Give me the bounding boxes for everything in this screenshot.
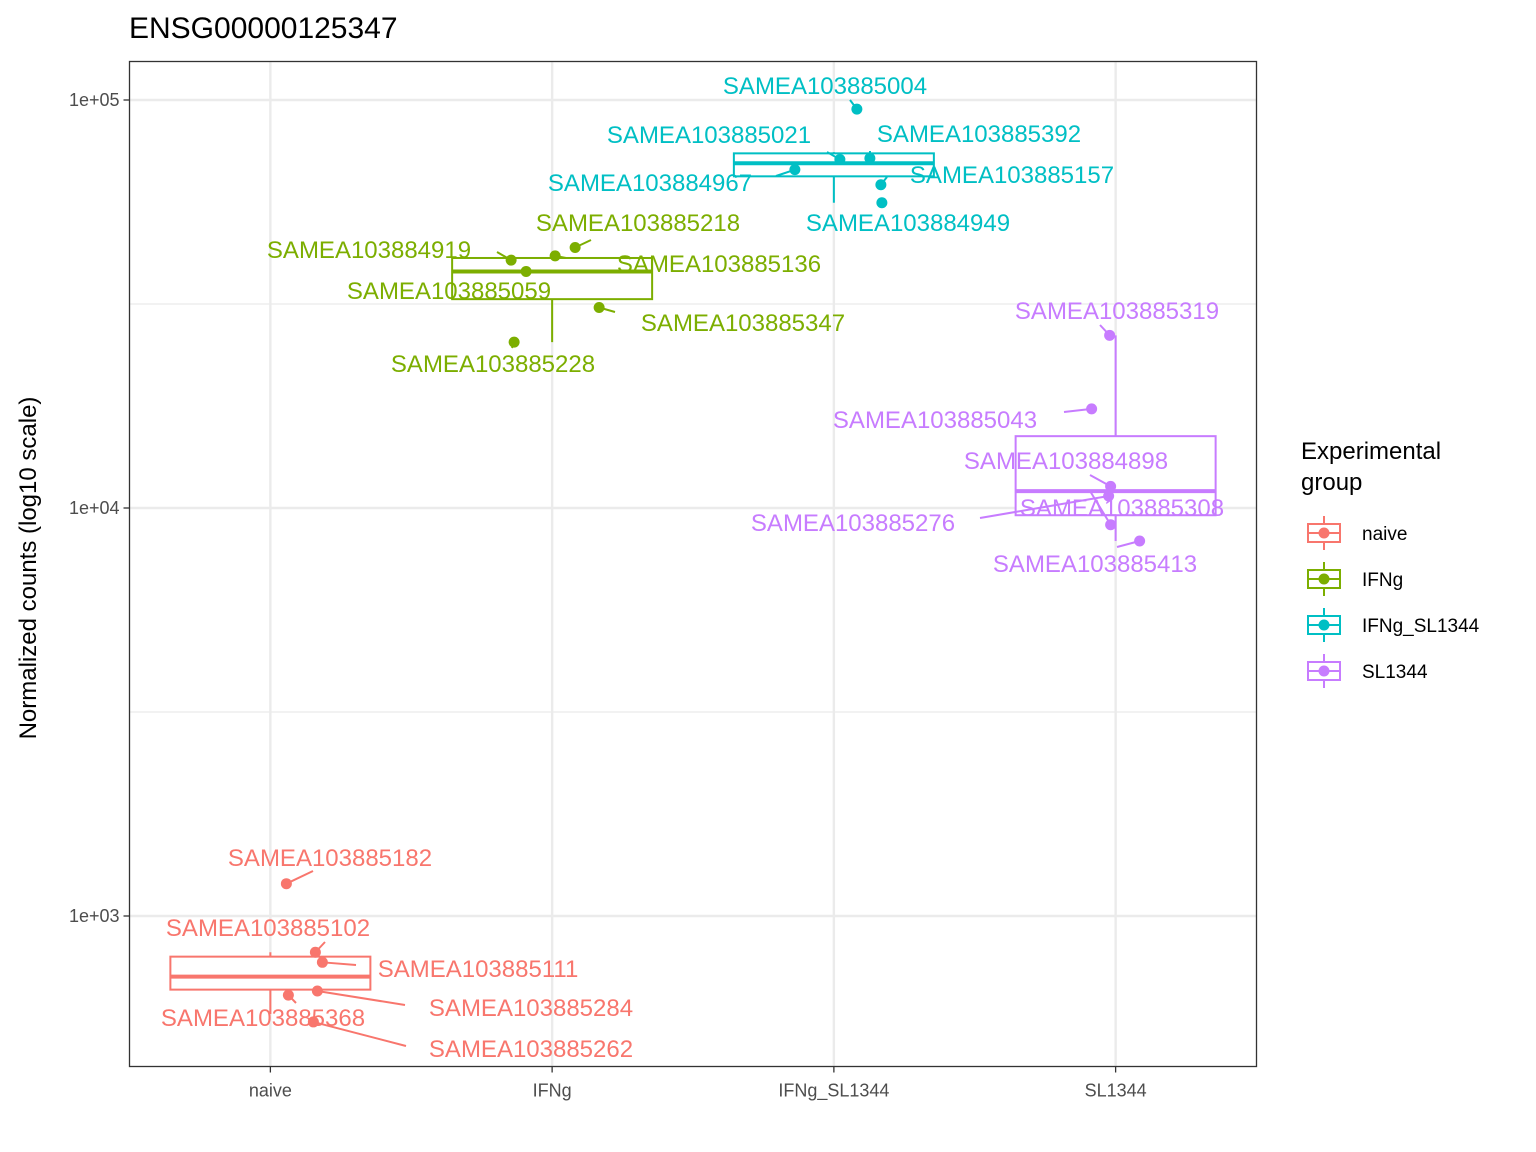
data-points [280, 103, 1146, 1028]
panel-border [128, 60, 1258, 1068]
x-tick-label-IFNg_SL1344: IFNg_SL1344 [778, 1081, 889, 1102]
legend-item-naive: naive [1307, 516, 1407, 550]
point-label-SAMEA103885284: SAMEA103885284 [429, 995, 633, 1022]
box-rect-IFNg [451, 256, 654, 301]
point-label-SAMEA103885043: SAMEA103885043 [833, 407, 1037, 434]
data-point-SAMEA103884967 [789, 164, 801, 176]
x-tick-label-IFNg: IFNg [533, 1081, 572, 1101]
data-point-SAMEA103885136 [549, 250, 561, 262]
legend-key-point-SL1344 [1318, 665, 1330, 677]
legend-items: naive IFNg IFNg_SL1344 SL1344 [1307, 516, 1480, 688]
legend-key-point-naive [1318, 527, 1330, 539]
point-label-SAMEA103885262: SAMEA103885262 [429, 1036, 633, 1063]
leader-line-SAMEA103885284 [317, 989, 406, 1006]
point-label-SAMEA103885111: SAMEA103885111 [378, 956, 579, 983]
point-label-SAMEA103885368: SAMEA103885368 [161, 1005, 365, 1032]
point-label-SAMEA103885276: SAMEA103885276 [751, 510, 955, 537]
point-label-SAMEA103885319: SAMEA103885319 [1015, 298, 1219, 325]
point-label-SAMEA103885059: SAMEA103885059 [347, 278, 551, 305]
x-tick-label-SL1344: SL1344 [1085, 1081, 1147, 1101]
legend-key-point-IFNg_SL1344 [1318, 619, 1330, 631]
data-point-SAMEA103885276 [1103, 490, 1115, 502]
legend-item-IFNg_SL1344: IFNg_SL1344 [1307, 608, 1480, 642]
point-label-SAMEA103885218: SAMEA103885218 [536, 210, 740, 237]
box-IFNg [451, 255, 654, 343]
legend-label-IFNg: IFNg [1362, 570, 1403, 591]
data-point-SAMEA103885347 [593, 302, 605, 314]
point-label-SAMEA103884949: SAMEA103884949 [806, 210, 1010, 237]
y-tick-label-2: 1e+05 [69, 90, 120, 110]
box-naive [169, 952, 372, 1015]
legend-item-IFNg: IFNg [1307, 562, 1403, 596]
point-label-SAMEA103885136: SAMEA103885136 [617, 251, 821, 278]
y-tick-label-1: 1e+04 [69, 498, 120, 518]
boxplots [169, 152, 1217, 1015]
point-label-SAMEA103885392: SAMEA103885392 [877, 121, 1081, 148]
point-labels: SAMEA103885182 SAMEA103885102 SAMEA1038851… [161, 73, 1224, 1063]
point-label-SAMEA103885413: SAMEA103885413 [993, 551, 1197, 578]
legend-item-SL1344: SL1344 [1307, 654, 1428, 688]
legend: Experimental group naive IFNg IFNg_SL1344 S… [1301, 438, 1480, 688]
legend-label-naive: naive [1362, 524, 1407, 545]
axes: 1e+03 1e+04 1e+05 naive IFNg IFNg_SL1344 SL134… [69, 90, 1147, 1102]
data-point-SAMEA103885059 [520, 265, 532, 277]
box-rect-SL1344 [1014, 435, 1217, 517]
legend-label-IFNg_SL1344: IFNg_SL1344 [1362, 616, 1480, 637]
y-axis-label: Normalized counts (log10 scale) [15, 397, 42, 740]
point-label-SAMEA103885308: SAMEA103885308 [1020, 495, 1224, 522]
point-label-SAMEA103885021: SAMEA103885021 [607, 122, 811, 149]
data-point-SAMEA103885284 [311, 985, 323, 997]
leader-line-SAMEA103885276 [979, 495, 1109, 519]
data-point-SAMEA103885413 [1134, 535, 1146, 547]
data-point-SAMEA103885004 [851, 103, 863, 115]
point-label-SAMEA103884967: SAMEA103884967 [548, 170, 752, 197]
point-label-SAMEA103885347: SAMEA103885347 [641, 310, 845, 337]
data-point-SAMEA103884949 [876, 197, 888, 209]
data-point-SAMEA103884919 [505, 254, 517, 266]
data-point-SAMEA103885182 [280, 878, 292, 890]
box-rect-naive [169, 955, 372, 991]
data-point-SAMEA103885392 [864, 152, 876, 164]
point-label-SAMEA103884898: SAMEA103884898 [964, 448, 1168, 475]
x-tick-label-naive: naive [249, 1081, 292, 1101]
data-point-SAMEA103885308 [1105, 519, 1117, 531]
legend-key-point-IFNg [1318, 573, 1330, 585]
point-label-SAMEA103885157: SAMEA103885157 [910, 162, 1114, 189]
data-point-SAMEA103885157 [875, 179, 887, 191]
leader-line-SAMEA103885308 [1089, 490, 1112, 526]
point-label-SAMEA103885004: SAMEA103885004 [723, 73, 927, 100]
data-point-SAMEA103884898 [1105, 480, 1117, 492]
legend-label-SL1344: SL1344 [1362, 662, 1428, 683]
data-point-SAMEA103885319 [1104, 329, 1116, 341]
data-point-SAMEA103885262 [307, 1016, 319, 1028]
data-point-SAMEA103885228 [508, 336, 520, 348]
box-SL1344 [1014, 335, 1217, 542]
data-point-SAMEA103885111 [316, 956, 328, 968]
point-label-SAMEA103885228: SAMEA103885228 [391, 351, 595, 378]
data-point-SAMEA103885368 [282, 989, 294, 1001]
leader-line-SAMEA103885262 [313, 1020, 407, 1047]
point-label-SAMEA103884919: SAMEA103884919 [267, 237, 471, 264]
data-point-SAMEA103885218 [569, 241, 581, 253]
grid-lines [129, 61, 1257, 1067]
legend-title-line-2: group [1301, 469, 1362, 496]
data-point-SAMEA103885043 [1086, 403, 1098, 415]
point-label-SAMEA103885102: SAMEA103885102 [166, 915, 370, 942]
data-point-SAMEA103885102 [309, 946, 321, 958]
chart-title: ENSG00000125347 [129, 12, 398, 45]
box-IFNg_SL1344 [732, 152, 935, 203]
leader-line-SAMEA103885111 [322, 961, 357, 966]
point-label-SAMEA103885182: SAMEA103885182 [228, 845, 432, 872]
data-point-SAMEA103885021 [834, 153, 846, 165]
legend-title-line-1: Experimental [1301, 438, 1441, 465]
y-tick-label-0: 1e+03 [69, 906, 120, 926]
